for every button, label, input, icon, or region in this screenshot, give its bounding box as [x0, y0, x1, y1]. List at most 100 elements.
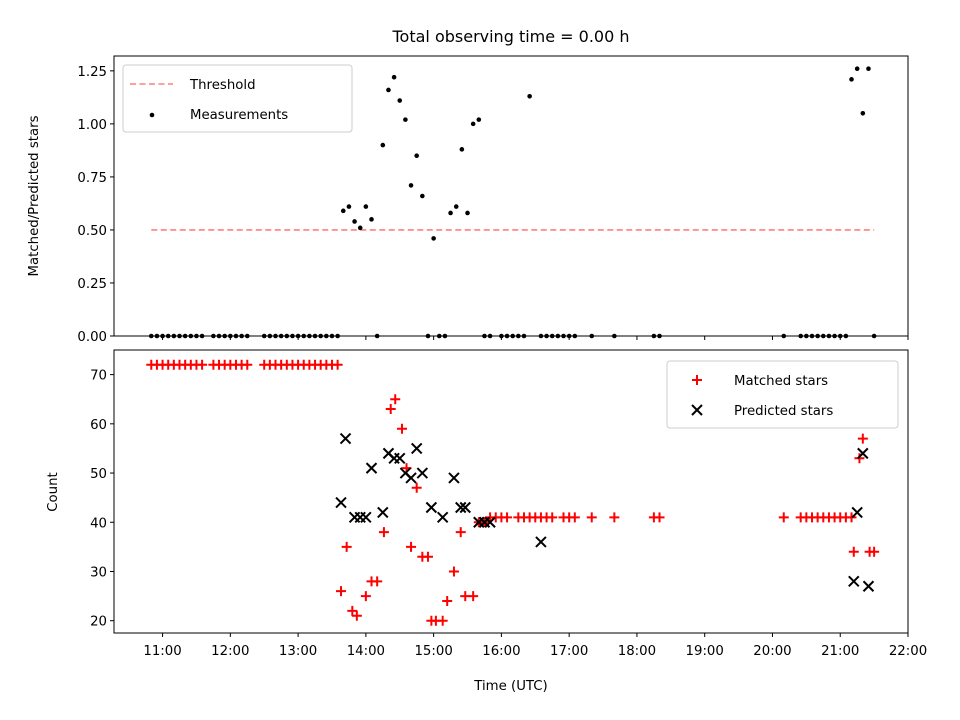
- measurement-point: [453, 204, 459, 209]
- measurement-point: [521, 333, 527, 339]
- bottom-x-tick-label: 15:00: [414, 644, 452, 659]
- legend-measurements-label: Measurements: [190, 108, 288, 123]
- bottom-y-tick-label: 20: [90, 615, 107, 630]
- bottom-x-tick-label: 21:00: [821, 644, 859, 659]
- measurement-point: [826, 333, 832, 339]
- bottom-x-tick-label: 22:00: [889, 644, 927, 659]
- measurement-point: [843, 333, 849, 339]
- measurement-point: [261, 333, 267, 339]
- measurement-point: [820, 333, 826, 339]
- bottom-y-tick-label: 40: [90, 516, 107, 531]
- measurement-point: [154, 333, 160, 339]
- matched-star-point: [455, 527, 466, 538]
- matched-star-point: [854, 453, 865, 464]
- predicted-star-point: [335, 496, 347, 509]
- matched-star-point: [857, 433, 868, 444]
- top-y-tick-label: 0.75: [77, 171, 107, 186]
- measurement-point: [403, 117, 408, 122]
- bottom-plot-frame: [113, 349, 909, 634]
- matched-star-point: [336, 586, 347, 597]
- measurement-point: [397, 98, 403, 103]
- measurement-point: [182, 333, 188, 339]
- bottom-x-tick-label: 17:00: [550, 644, 588, 659]
- matched-star-point: [448, 566, 459, 577]
- matched-star-point: [372, 576, 383, 587]
- predicted-star-point: [394, 452, 406, 464]
- predicted-star-point: [365, 462, 378, 474]
- measurement-point: [414, 153, 419, 158]
- measurement-point: [233, 333, 239, 339]
- measurement-point: [363, 204, 369, 209]
- measurement-point: [555, 333, 561, 339]
- predicted-star-point: [410, 442, 423, 455]
- predicted-star-point: [857, 447, 869, 460]
- top-y-tick-label: 1.00: [77, 118, 107, 133]
- measurement-point: [860, 110, 866, 116]
- measurement-point: [482, 333, 487, 339]
- measurement-point: [448, 210, 453, 216]
- matched-star-point: [411, 482, 422, 493]
- measurement-point: [538, 333, 544, 339]
- measurement-point: [549, 333, 555, 339]
- matched-star-point: [848, 546, 859, 557]
- matched-star-point: [385, 404, 396, 415]
- legend-threshold-label: Threshold: [189, 78, 256, 93]
- measurement-point: [516, 333, 521, 339]
- measurement-point: [420, 193, 425, 199]
- bottom-x-tick-label: 18:00: [618, 644, 656, 659]
- matched-star-point: [197, 359, 208, 370]
- bottom-x-tick-label: 13:00: [279, 644, 317, 659]
- matched-star-point: [569, 512, 580, 523]
- measurement-point: [244, 333, 250, 339]
- matched-star-point: [406, 541, 417, 552]
- measurement-point: [651, 333, 657, 339]
- matched-star-point: [654, 512, 665, 523]
- top-y-tick-label: 0.00: [77, 330, 107, 345]
- measurement-point: [837, 333, 843, 339]
- measurement-point: [815, 333, 820, 339]
- measurement-point: [832, 333, 837, 339]
- matched-star-point: [422, 551, 433, 562]
- bottom-x-tick-label: 11:00: [143, 644, 181, 659]
- measurement-point: [510, 333, 515, 339]
- top-y-axis: 0.00 0.25 0.50 0.75 1.00 1.25: [77, 65, 114, 345]
- measurement-point: [340, 208, 346, 214]
- measurement-point: [369, 217, 374, 222]
- bottom-x-tick-label: 12:00: [211, 644, 249, 659]
- measurement-point: [335, 333, 340, 339]
- matched-star-point: [390, 394, 401, 405]
- legend-predicted-swatch: [691, 404, 703, 416]
- measurement-point: [318, 333, 323, 339]
- measurement-point: [301, 333, 307, 339]
- bottom-x-tick-label: 20:00: [753, 644, 791, 659]
- bottom-x-tick-label: 14:00: [347, 644, 385, 659]
- measurement-point: [177, 333, 182, 339]
- measurement-point: [284, 333, 290, 339]
- measurement-point: [199, 333, 205, 339]
- measurement-point: [357, 225, 363, 231]
- predicted-star-point: [455, 501, 467, 514]
- bottom-legend: Matched stars Predicted stars: [666, 360, 899, 429]
- matched-star-point: [332, 359, 343, 370]
- measurement-point: [572, 333, 578, 339]
- matched-star-point: [360, 591, 371, 602]
- measurement-point: [504, 333, 510, 339]
- top-y-tick-label: 1.25: [77, 65, 107, 80]
- matched-star-point: [468, 591, 479, 602]
- bottom-y-tick-label: 50: [90, 467, 107, 482]
- measurement-point: [809, 333, 815, 339]
- legend-matched-label: Matched stars: [734, 374, 828, 389]
- measurement-point: [866, 66, 871, 72]
- measurement-point: [657, 333, 662, 339]
- measurement-point: [459, 147, 465, 152]
- predicted-star-point: [436, 511, 449, 524]
- predicted-star-point: [535, 536, 547, 548]
- measurement-point: [278, 333, 284, 339]
- measurement-point: [171, 333, 177, 339]
- measurement-point: [408, 183, 414, 188]
- matched-star-point: [547, 512, 558, 523]
- measurement-point: [561, 333, 566, 339]
- measurement-point: [849, 77, 854, 82]
- top-y-tick-label: 0.50: [77, 224, 107, 239]
